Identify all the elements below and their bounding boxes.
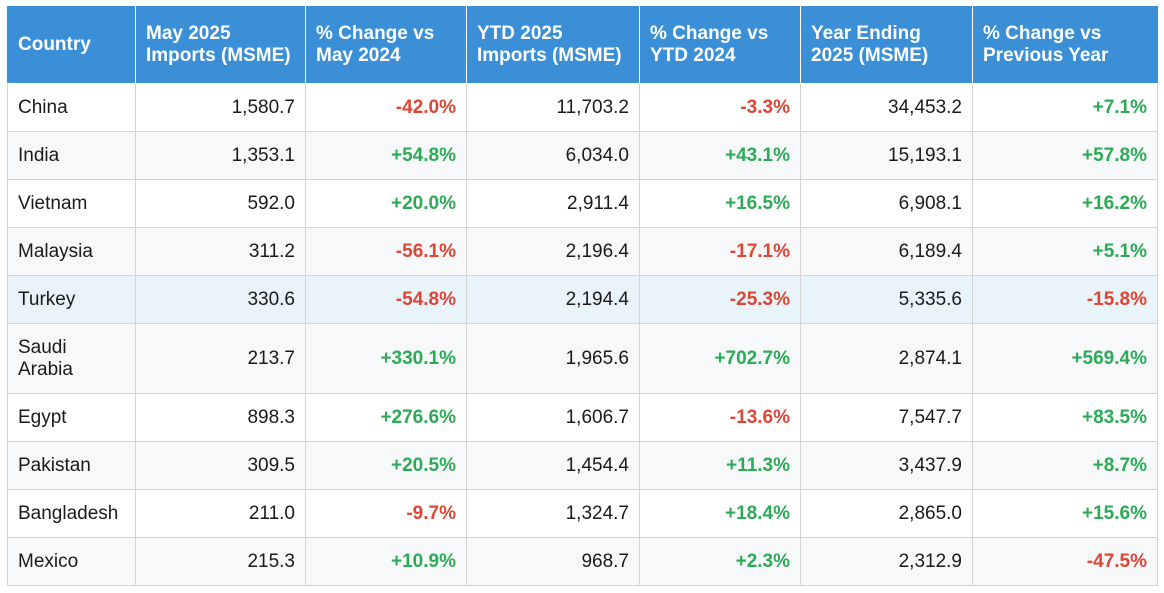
cell-year-ending: 2,865.0 — [800, 489, 973, 538]
cell-ytd-imports: 2,194.4 — [466, 275, 640, 324]
cell-may-imports: 898.3 — [135, 393, 306, 442]
cell-may-imports: 1,353.1 — [135, 131, 306, 180]
cell-country: Egypt — [7, 393, 136, 442]
cell-ytd-imports: 1,606.7 — [466, 393, 640, 442]
cell-may-change: +10.9% — [305, 537, 467, 586]
cell-year-ending: 15,193.1 — [800, 131, 973, 180]
imports-table-container: Country May 2025 Imports (MSME) % Change… — [7, 6, 1158, 586]
cell-may-change: -54.8% — [305, 275, 467, 324]
header-year-ending: Year Ending 2025 (MSME) — [800, 6, 973, 84]
cell-may-change: -56.1% — [305, 227, 467, 276]
cell-year-change: +5.1% — [972, 227, 1158, 276]
cell-may-imports: 211.0 — [135, 489, 306, 538]
table-row: Bangladesh 211.0 -9.7% 1,324.7 +18.4% 2,865.0… — [7, 489, 1158, 538]
header-ytd-change: % Change vs YTD 2024 — [639, 6, 801, 84]
country-name: Saudi Arabia — [18, 336, 73, 380]
cell-ytd-change: +18.4% — [639, 489, 801, 538]
cell-ytd-change: +43.1% — [639, 131, 801, 180]
cell-country: India — [7, 131, 136, 180]
cell-year-ending: 6,189.4 — [800, 227, 973, 276]
cell-year-change: +83.5% — [972, 393, 1158, 442]
table-row: Mexico 215.3 +10.9% 968.7 +2.3% 2,312.9 -47.5% — [7, 537, 1158, 586]
cell-year-change: +15.6% — [972, 489, 1158, 538]
cell-ytd-imports: 1,454.4 — [466, 441, 640, 490]
cell-year-change: +7.1% — [972, 83, 1158, 132]
cell-ytd-change: -17.1% — [639, 227, 801, 276]
header-row: Country May 2025 Imports (MSME) % Change… — [7, 6, 1158, 84]
cell-year-change: +569.4% — [972, 323, 1158, 394]
cell-may-imports: 1,580.7 — [135, 83, 306, 132]
header-may-change: % Change vs May 2024 — [305, 6, 467, 84]
table-row: Turkey 330.6 -54.8% 2,194.4 -25.3% 5,335.6 -15… — [7, 275, 1158, 324]
cell-may-imports: 213.7 — [135, 323, 306, 394]
cell-year-ending: 3,437.9 — [800, 441, 973, 490]
cell-country: Bangladesh — [7, 489, 136, 538]
table-row: India 1,353.1 +54.8% 6,034.0 +43.1% 15,193.1 +… — [7, 131, 1158, 180]
cell-country: Vietnam — [7, 179, 136, 228]
cell-ytd-imports: 2,911.4 — [466, 179, 640, 228]
cell-may-change: +54.8% — [305, 131, 467, 180]
cell-may-imports: 592.0 — [135, 179, 306, 228]
table-header: Country May 2025 Imports (MSME) % Change… — [7, 6, 1158, 84]
cell-ytd-imports: 968.7 — [466, 537, 640, 586]
cell-ytd-change: +2.3% — [639, 537, 801, 586]
cell-year-ending: 5,335.6 — [800, 275, 973, 324]
table-row: Saudi Arabia 213.7 +330.1% 1,965.6 +702.7% 2,… — [7, 323, 1158, 394]
table-row: Vietnam 592.0 +20.0% 2,911.4 +16.5% 6,908.1 +1… — [7, 179, 1158, 228]
cell-may-imports: 330.6 — [135, 275, 306, 324]
cell-may-change: -9.7% — [305, 489, 467, 538]
cell-year-ending: 7,547.7 — [800, 393, 973, 442]
cell-may-change: -42.0% — [305, 83, 467, 132]
cell-year-change: +16.2% — [972, 179, 1158, 228]
cell-year-change: -15.8% — [972, 275, 1158, 324]
table-body: China 1,580.7 -42.0% 11,703.2 -3.3% 34,453.2 +… — [7, 83, 1158, 586]
table-row: Malaysia 311.2 -56.1% 2,196.4 -17.1% 6,189.4 +… — [7, 227, 1158, 276]
cell-may-imports: 311.2 — [135, 227, 306, 276]
table-row: China 1,580.7 -42.0% 11,703.2 -3.3% 34,453.2 +… — [7, 83, 1158, 132]
cell-ytd-imports: 1,324.7 — [466, 489, 640, 538]
cell-ytd-change: +16.5% — [639, 179, 801, 228]
cell-year-ending: 34,453.2 — [800, 83, 973, 132]
cell-year-change: +57.8% — [972, 131, 1158, 180]
cell-year-change: +8.7% — [972, 441, 1158, 490]
cell-country: China — [7, 83, 136, 132]
cell-year-ending: 6,908.1 — [800, 179, 973, 228]
cell-ytd-change: -3.3% — [639, 83, 801, 132]
cell-ytd-imports: 11,703.2 — [466, 83, 640, 132]
cell-country: Mexico — [7, 537, 136, 586]
cell-ytd-change: +702.7% — [639, 323, 801, 394]
table-row: Pakistan 309.5 +20.5% 1,454.4 +11.3% 3,437.9 +… — [7, 441, 1158, 490]
cell-ytd-change: +11.3% — [639, 441, 801, 490]
cell-country: Pakistan — [7, 441, 136, 490]
cell-may-change: +330.1% — [305, 323, 467, 394]
cell-may-imports: 215.3 — [135, 537, 306, 586]
header-country: Country — [7, 6, 136, 84]
header-year-change: % Change vs Previous Year — [972, 6, 1158, 84]
cell-may-change: +20.5% — [305, 441, 467, 490]
cell-may-change: +276.6% — [305, 393, 467, 442]
header-ytd-imports: YTD 2025 Imports (MSME) — [466, 6, 640, 84]
cell-ytd-imports: 6,034.0 — [466, 131, 640, 180]
cell-ytd-change: -13.6% — [639, 393, 801, 442]
cell-country: Saudi Arabia — [7, 323, 136, 394]
cell-year-change: -47.5% — [972, 537, 1158, 586]
cell-year-ending: 2,874.1 — [800, 323, 973, 394]
cell-year-ending: 2,312.9 — [800, 537, 973, 586]
cell-ytd-change: -25.3% — [639, 275, 801, 324]
imports-table: Country May 2025 Imports (MSME) % Change… — [7, 6, 1158, 586]
table-row: Egypt 898.3 +276.6% 1,606.7 -13.6% 7,547.7 +83… — [7, 393, 1158, 442]
cell-country: Turkey — [7, 275, 136, 324]
cell-may-imports: 309.5 — [135, 441, 306, 490]
cell-ytd-imports: 2,196.4 — [466, 227, 640, 276]
cell-may-change: +20.0% — [305, 179, 467, 228]
cell-country: Malaysia — [7, 227, 136, 276]
cell-ytd-imports: 1,965.6 — [466, 323, 640, 394]
header-may-imports: May 2025 Imports (MSME) — [135, 6, 306, 84]
